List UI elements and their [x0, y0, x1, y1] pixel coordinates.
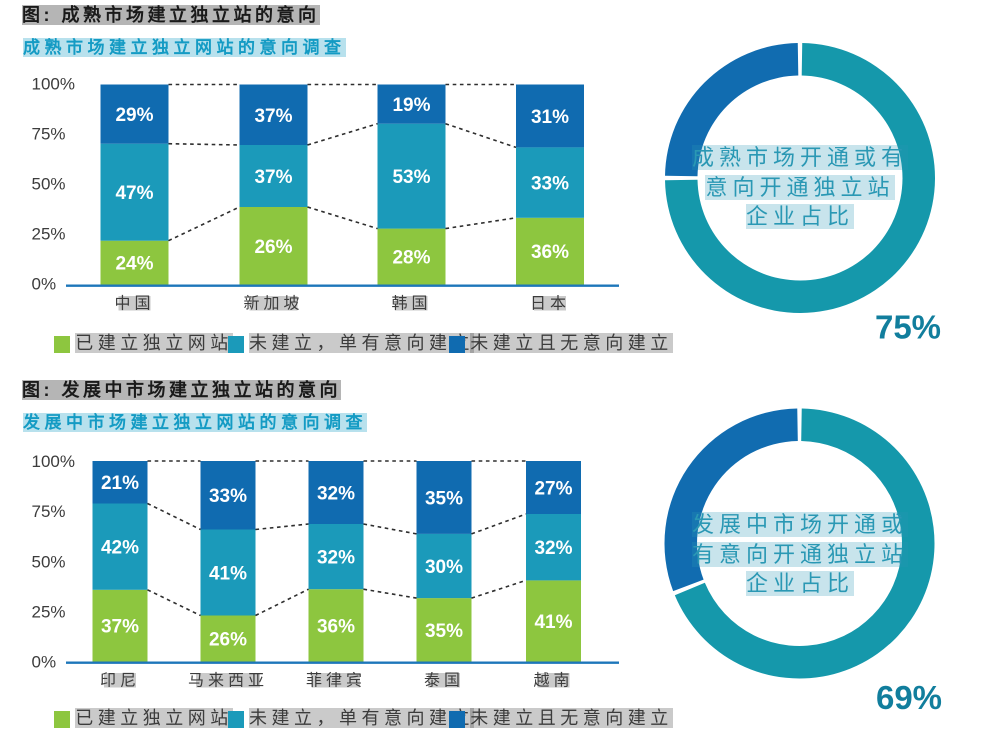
- svg-text:37%: 37%: [254, 106, 292, 127]
- svg-text:36%: 36%: [317, 616, 355, 637]
- svg-text:25%: 25%: [32, 225, 66, 244]
- svg-text:31%: 31%: [531, 107, 569, 128]
- svg-text:53%: 53%: [392, 167, 430, 188]
- svg-text:37%: 37%: [254, 167, 292, 188]
- svg-text:100%: 100%: [32, 75, 75, 94]
- svg-text:41%: 41%: [209, 564, 247, 585]
- svg-text:29%: 29%: [115, 105, 153, 126]
- svg-text:33%: 33%: [209, 486, 247, 507]
- svg-text:32%: 32%: [317, 548, 355, 569]
- svg-text:41%: 41%: [534, 612, 572, 633]
- svg-text:37%: 37%: [101, 617, 139, 638]
- svg-text:100%: 100%: [32, 452, 75, 471]
- svg-text:中国: 中国: [114, 295, 154, 313]
- svg-text:75%: 75%: [875, 309, 941, 346]
- svg-text:菲律宾: 菲律宾: [306, 672, 366, 690]
- svg-text:韩国: 韩国: [391, 295, 431, 313]
- svg-text:泰国: 泰国: [424, 672, 464, 690]
- svg-text:24%: 24%: [115, 254, 153, 275]
- svg-text:25%: 25%: [32, 602, 66, 621]
- svg-text:35%: 35%: [425, 621, 463, 642]
- svg-text:越南: 越南: [533, 672, 573, 690]
- svg-text:26%: 26%: [209, 630, 247, 651]
- svg-text:50%: 50%: [32, 552, 66, 571]
- svg-text:33%: 33%: [531, 174, 569, 195]
- svg-text:印尼: 印尼: [100, 672, 140, 690]
- svg-text:新加坡: 新加坡: [243, 295, 303, 313]
- svg-text:26%: 26%: [254, 237, 292, 258]
- svg-text:69%: 69%: [876, 679, 942, 716]
- svg-text:27%: 27%: [534, 479, 572, 500]
- svg-text:50%: 50%: [32, 175, 66, 194]
- svg-text:30%: 30%: [425, 557, 463, 578]
- svg-text:21%: 21%: [101, 473, 139, 494]
- svg-text:75%: 75%: [32, 125, 66, 144]
- svg-text:36%: 36%: [531, 242, 569, 263]
- svg-text:日本: 日本: [530, 295, 570, 313]
- svg-text:35%: 35%: [425, 488, 463, 509]
- svg-text:32%: 32%: [534, 538, 572, 559]
- svg-text:47%: 47%: [115, 183, 153, 204]
- svg-text:0%: 0%: [32, 653, 57, 672]
- svg-text:32%: 32%: [317, 484, 355, 505]
- svg-text:马来西亚: 马来西亚: [188, 672, 268, 690]
- svg-text:28%: 28%: [392, 248, 430, 269]
- svg-text:0%: 0%: [32, 275, 57, 294]
- svg-text:42%: 42%: [101, 538, 139, 559]
- svg-text:19%: 19%: [392, 95, 430, 116]
- svg-text:75%: 75%: [32, 502, 66, 521]
